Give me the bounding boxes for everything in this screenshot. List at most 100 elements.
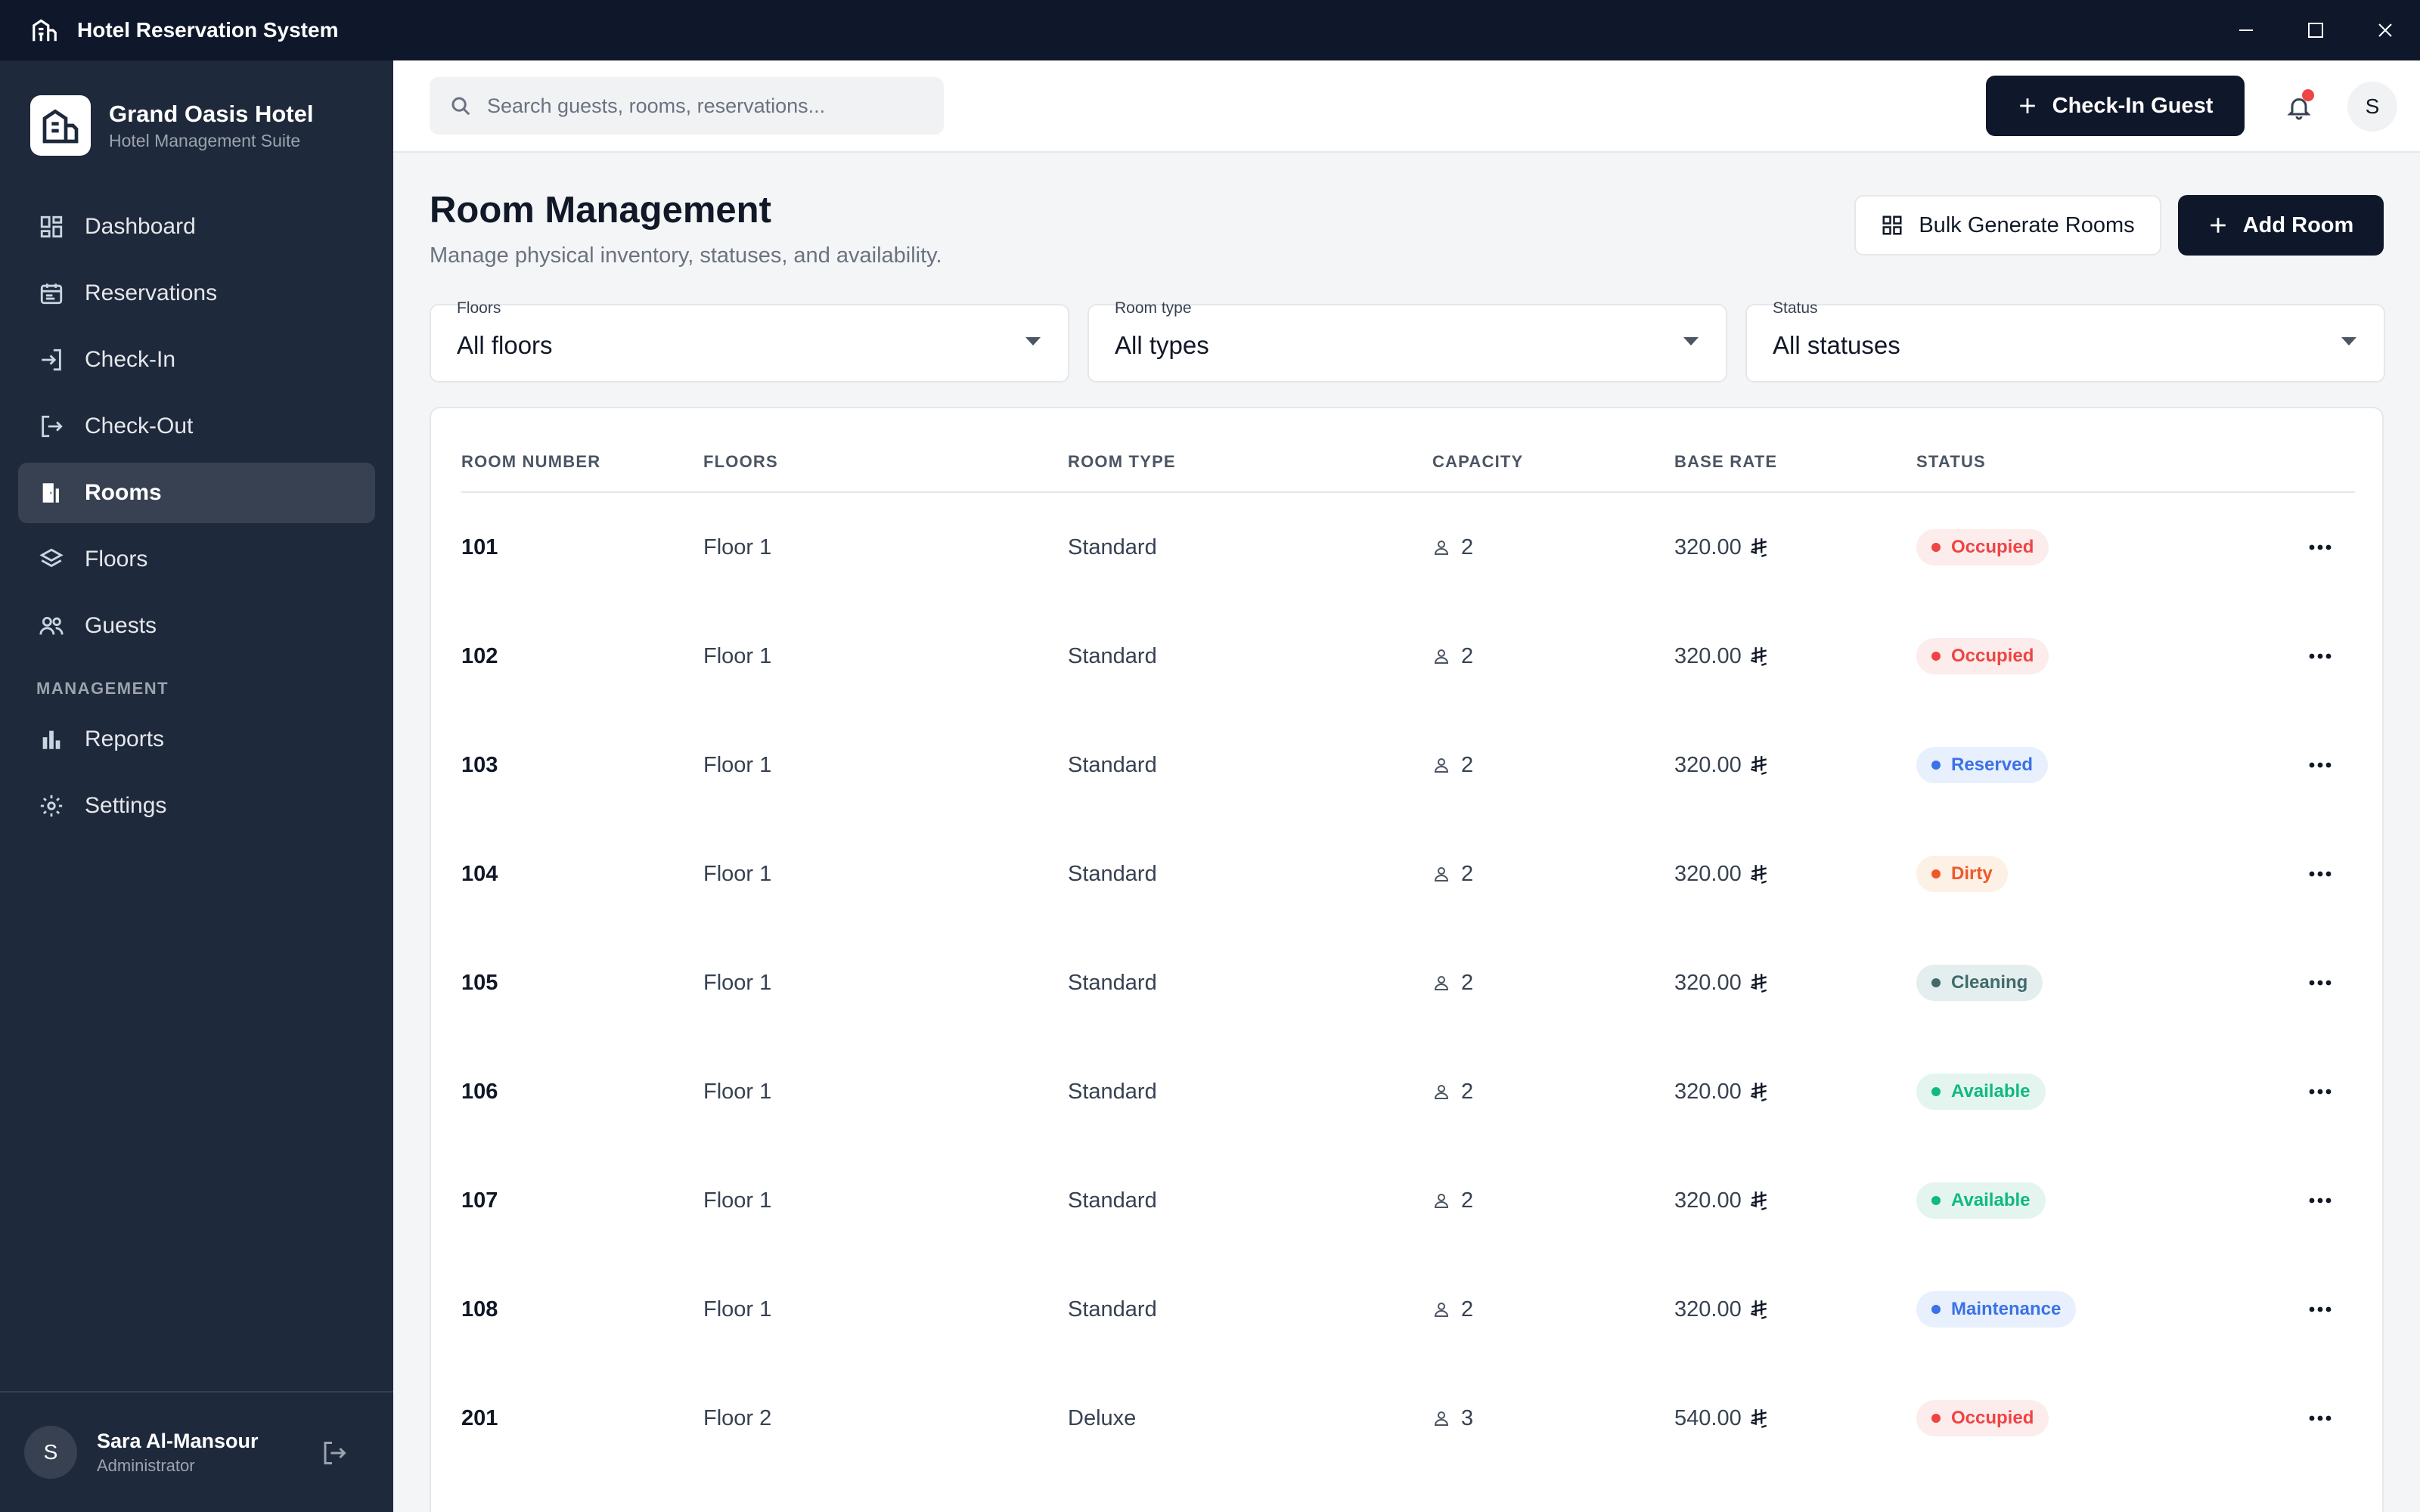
row-actions-button[interactable]: [2308, 1188, 2332, 1213]
table-row[interactable]: 102 Floor 1 Standard 2 320.00 Occupied: [461, 602, 2355, 711]
table-header: ROOM NUMBER FLOORS ROOM TYPE CAPACITY BA…: [461, 408, 2355, 493]
sidebar-item-check-out[interactable]: Check-Out: [18, 396, 375, 457]
room-type: Deluxe: [1068, 1405, 1137, 1430]
room-base-rate: 320.00: [1674, 1255, 1769, 1364]
logout-icon: [36, 411, 67, 442]
sidebar-section-management: MANAGEMENT: [36, 679, 169, 698]
sidebar-item-reports[interactable]: Reports: [18, 709, 375, 770]
sidebar: Grand Oasis Hotel Hotel Management Suite…: [0, 60, 393, 1512]
row-actions-button[interactable]: [2308, 1406, 2332, 1430]
brand-subtitle: Hotel Management Suite: [109, 131, 301, 150]
room-base-rate: 320.00: [1674, 928, 1769, 1037]
avatar[interactable]: S: [24, 1426, 77, 1479]
header-avatar[interactable]: S: [2347, 82, 2397, 132]
capacity-value: 2: [1461, 970, 1474, 995]
table-row[interactable]: 201 Floor 2 Deluxe 3 540.00 Occupied: [461, 1364, 2355, 1473]
layers-icon: [36, 544, 67, 575]
room-capacity: 2: [1432, 493, 1473, 602]
floors-filter-select[interactable]: Floors All floors: [430, 299, 1069, 383]
add-room-label: Add Room: [2242, 212, 2354, 237]
status-badge: Occupied: [1916, 1400, 2049, 1436]
table-row[interactable]: 105 Floor 1 Standard 2 320.00 Cleaning: [461, 928, 2355, 1037]
sidebar-item-label: Check-Out: [85, 414, 194, 438]
room-capacity: 2: [1432, 711, 1473, 820]
riyal-currency-icon: [1749, 1299, 1769, 1320]
row-actions-button[interactable]: [2308, 644, 2332, 668]
sidebar-item-dashboard[interactable]: Dashboard: [18, 197, 375, 257]
room-number: 201: [461, 1405, 498, 1430]
row-actions-button[interactable]: [2308, 535, 2332, 559]
room-status: Occupied: [1916, 493, 2049, 602]
notifications-button[interactable]: [2278, 86, 2320, 129]
dashboard-icon: [36, 212, 67, 242]
room-base-rate: 320.00: [1674, 820, 1769, 928]
room-type-filter-value: All types: [1115, 331, 1209, 359]
person-icon: [1432, 756, 1450, 774]
table-row[interactable]: 101 Floor 1 Standard 2 320.00 Occupied: [461, 493, 2355, 602]
status-badge: Dirty: [1916, 856, 2008, 892]
table-row[interactable]: 108 Floor 1 Standard 2 320.00 Maintenanc…: [461, 1255, 2355, 1364]
room-status: Reserved: [1916, 711, 2049, 820]
room-number: 103: [461, 752, 498, 777]
riyal-currency-icon: [1749, 537, 1769, 558]
capacity-value: 2: [1461, 1079, 1474, 1104]
sidebar-item-label: Reports: [85, 727, 165, 751]
column-header-base-rate[interactable]: BASE RATE: [1674, 452, 1778, 471]
sidebar-nav: Dashboard Reservations Check-In Check-Ou…: [18, 197, 375, 842]
search-input[interactable]: [487, 94, 911, 118]
sidebar-item-guests[interactable]: Guests: [18, 596, 375, 656]
table-row[interactable]: 103 Floor 1 Standard 2 320.00 Reserved: [461, 711, 2355, 820]
add-room-button[interactable]: Add Room: [2178, 195, 2384, 256]
row-actions-button[interactable]: [2308, 1080, 2332, 1104]
room-type-filter-select[interactable]: Room type All types: [1087, 299, 1727, 383]
room-type-filter-label: Room type: [1115, 299, 1192, 317]
column-header-status[interactable]: STATUS: [1916, 452, 1986, 471]
minimize-button[interactable]: [2211, 0, 2281, 60]
sidebar-item-floors[interactable]: Floors: [18, 529, 375, 590]
riyal-currency-icon: [1749, 1190, 1769, 1211]
column-header-room-type[interactable]: ROOM TYPE: [1068, 452, 1176, 471]
sidebar-item-reservations[interactable]: Reservations: [18, 263, 375, 324]
status-badge: Cleaning: [1916, 965, 2043, 1001]
status-dot: [1931, 543, 1941, 552]
room-capacity: 3: [1432, 1364, 1473, 1473]
sidebar-item-rooms[interactable]: Rooms: [18, 463, 375, 523]
room-number: 108: [461, 1297, 498, 1321]
row-actions-button[interactable]: [2308, 971, 2332, 995]
status-badge: Maintenance: [1916, 1291, 2077, 1328]
rate-value: 320.00: [1674, 1188, 1742, 1213]
maximize-button[interactable]: [2281, 0, 2350, 60]
table-row[interactable]: 107 Floor 1 Standard 2 320.00 Available: [461, 1146, 2355, 1255]
close-button[interactable]: [2350, 0, 2420, 60]
room-capacity: 2: [1432, 820, 1473, 928]
bulk-generate-rooms-button[interactable]: Bulk Generate Rooms: [1854, 195, 2161, 256]
logout-button[interactable]: [318, 1436, 351, 1470]
table-row[interactable]: 104 Floor 1 Standard 2 320.00 Dirty: [461, 820, 2355, 928]
status-label: Dirty: [1951, 863, 1993, 884]
page-subtitle: Manage physical inventory, statuses, and…: [430, 243, 942, 268]
check-in-guest-button[interactable]: Check-In Guest: [1986, 76, 2245, 136]
person-icon: [1432, 538, 1450, 556]
status-filter-select[interactable]: Status All statuses: [1745, 299, 2385, 383]
sidebar-item-check-in[interactable]: Check-In: [18, 330, 375, 390]
row-actions-button[interactable]: [2308, 753, 2332, 777]
column-header-capacity[interactable]: CAPACITY: [1432, 452, 1524, 471]
floors-filter-label: Floors: [457, 299, 501, 317]
notification-badge: [2302, 89, 2314, 101]
rate-value: 320.00: [1674, 970, 1742, 995]
person-icon: [1432, 865, 1450, 883]
room-number: 102: [461, 643, 498, 668]
column-header-room-number[interactable]: ROOM NUMBER: [461, 452, 601, 471]
status-dot: [1931, 1196, 1941, 1205]
table-row[interactable]: 106 Floor 1 Standard 2 320.00 Available: [461, 1037, 2355, 1146]
door-icon: [36, 478, 67, 508]
calendar-icon: [36, 278, 67, 308]
column-header-floors[interactable]: FLOORS: [703, 452, 778, 471]
row-actions-button[interactable]: [2308, 862, 2332, 886]
more-horizontal-icon: [2309, 980, 2332, 986]
sidebar-item-settings[interactable]: Settings: [18, 776, 375, 836]
row-actions-button[interactable]: [2308, 1297, 2332, 1321]
status-label: Reserved: [1951, 754, 2034, 775]
page-title: Room Management: [430, 190, 771, 231]
room-type: Standard: [1068, 1079, 1157, 1104]
